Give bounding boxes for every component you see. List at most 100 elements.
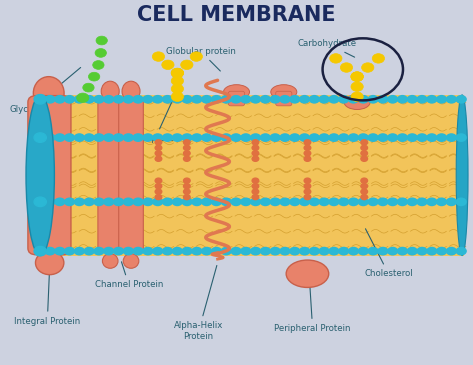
Circle shape (240, 247, 252, 255)
Circle shape (338, 95, 350, 104)
Circle shape (328, 247, 340, 255)
Circle shape (132, 133, 144, 142)
Circle shape (132, 197, 144, 206)
Circle shape (304, 140, 311, 145)
Circle shape (181, 60, 193, 70)
Circle shape (330, 54, 342, 63)
Text: Glycolipid: Glycolipid (9, 68, 81, 114)
Circle shape (289, 247, 300, 255)
Circle shape (220, 95, 232, 104)
Circle shape (426, 133, 438, 142)
Circle shape (211, 95, 222, 104)
Circle shape (83, 197, 95, 206)
Circle shape (279, 95, 290, 104)
Circle shape (113, 95, 124, 104)
Circle shape (35, 133, 46, 142)
Circle shape (162, 133, 173, 142)
Circle shape (93, 61, 104, 69)
Circle shape (64, 95, 75, 104)
Circle shape (377, 133, 388, 142)
Circle shape (155, 178, 162, 183)
Circle shape (162, 60, 174, 70)
Circle shape (201, 197, 212, 206)
Circle shape (299, 197, 310, 206)
Circle shape (338, 247, 350, 255)
Text: CELL MEMBRANE: CELL MEMBRANE (137, 5, 336, 24)
Circle shape (289, 197, 300, 206)
Circle shape (155, 195, 162, 200)
Circle shape (142, 95, 154, 104)
Circle shape (358, 247, 369, 255)
Circle shape (250, 197, 261, 206)
Circle shape (184, 195, 190, 200)
Text: Channel Protein: Channel Protein (95, 262, 163, 289)
Circle shape (152, 197, 163, 206)
Circle shape (309, 197, 320, 206)
Circle shape (279, 133, 290, 142)
Circle shape (351, 72, 363, 81)
FancyBboxPatch shape (228, 91, 245, 106)
Circle shape (123, 247, 134, 255)
Text: Integral Protein: Integral Protein (14, 269, 80, 326)
Circle shape (240, 133, 252, 142)
Circle shape (416, 133, 428, 142)
Circle shape (44, 133, 56, 142)
Circle shape (152, 247, 163, 255)
Circle shape (103, 95, 114, 104)
Circle shape (377, 95, 388, 104)
Circle shape (191, 95, 202, 104)
Circle shape (172, 197, 183, 206)
Circle shape (299, 247, 310, 255)
Circle shape (103, 247, 114, 255)
Circle shape (436, 95, 447, 104)
Circle shape (416, 247, 428, 255)
Circle shape (436, 133, 447, 142)
Circle shape (172, 133, 183, 142)
Circle shape (103, 197, 114, 206)
Circle shape (304, 184, 311, 189)
Circle shape (304, 145, 311, 150)
Circle shape (123, 95, 134, 104)
Circle shape (152, 95, 163, 104)
Circle shape (103, 133, 114, 142)
Circle shape (74, 247, 85, 255)
FancyBboxPatch shape (28, 96, 71, 255)
Circle shape (270, 95, 281, 104)
Circle shape (155, 145, 162, 150)
Circle shape (252, 195, 259, 200)
Circle shape (289, 133, 300, 142)
Circle shape (171, 68, 184, 78)
Circle shape (387, 197, 398, 206)
Circle shape (304, 189, 311, 194)
Circle shape (250, 247, 261, 255)
Circle shape (123, 197, 134, 206)
Circle shape (252, 140, 259, 145)
Circle shape (397, 247, 408, 255)
Circle shape (230, 133, 242, 142)
Circle shape (77, 93, 89, 103)
Circle shape (171, 68, 184, 78)
Ellipse shape (223, 85, 250, 99)
Circle shape (181, 247, 193, 255)
Circle shape (436, 247, 447, 255)
Circle shape (54, 197, 65, 206)
Circle shape (372, 54, 385, 63)
Circle shape (172, 95, 183, 104)
Circle shape (93, 247, 105, 255)
Circle shape (184, 189, 190, 194)
Circle shape (123, 133, 134, 142)
Circle shape (211, 133, 222, 142)
Circle shape (191, 133, 202, 142)
Ellipse shape (286, 260, 329, 288)
Circle shape (171, 84, 184, 93)
Text: Globular protein: Globular protein (166, 47, 236, 71)
Circle shape (351, 72, 363, 81)
Circle shape (54, 95, 65, 104)
Circle shape (361, 195, 368, 200)
Circle shape (230, 95, 242, 104)
Circle shape (436, 197, 447, 206)
Circle shape (142, 247, 154, 255)
Circle shape (162, 247, 173, 255)
Circle shape (377, 247, 388, 255)
Circle shape (328, 95, 340, 104)
